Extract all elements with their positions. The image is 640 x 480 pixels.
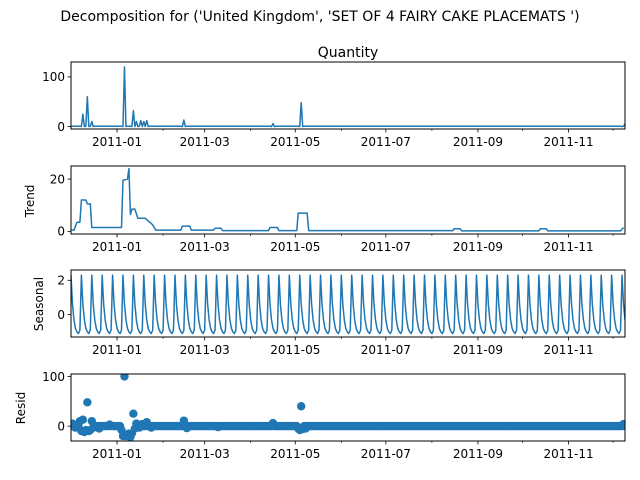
quantity-xtick-label: 2011-09	[453, 135, 503, 149]
resid-xtick-label: 2011-07	[361, 447, 411, 461]
quantity-plot-area	[71, 66, 625, 128]
quantity-xtick-label: 2011-11	[543, 135, 593, 149]
trend-series-line	[71, 167, 625, 232]
seasonal-ytick-label: 2	[57, 274, 65, 288]
resid-point	[83, 398, 92, 407]
seasonal-xtick-label: 2011-03	[180, 343, 230, 357]
seasonal-xtick-label: 2011-11	[543, 343, 593, 357]
seasonal-xtick-label: 2011-07	[361, 343, 411, 357]
resid-ytick-label: 100	[42, 370, 65, 384]
resid-point	[129, 409, 138, 418]
resid-xtick-label: 2011-09	[453, 447, 503, 461]
seasonal-xtick-label: 2011-09	[453, 343, 503, 357]
resid-point	[297, 402, 306, 411]
resid-xtick-label: 2011-05	[270, 447, 320, 461]
trend-ylabel: Trend	[23, 185, 37, 219]
quantity-xtick-label: 2011-07	[361, 135, 411, 149]
resid-ylabel: Resid	[14, 392, 28, 424]
trend-xtick-label: 2011-05	[270, 240, 320, 254]
seasonal-panel: Seasonal 0 2 2011-01 2011-03 2011-05 2011-07 2…	[32, 269, 626, 357]
resid-point	[120, 374, 129, 381]
quantity-ytick-label: 100	[42, 70, 65, 84]
resid-xtick-label: 2011-11	[543, 447, 593, 461]
seasonal-xtick-label: 2011-01	[92, 343, 142, 357]
quantity-ytick-label: 0	[57, 120, 65, 134]
resid-axes-frame	[70, 373, 626, 442]
trend-xtick-label: 2011-01	[92, 240, 142, 254]
resid-xtick-label: 2011-03	[180, 447, 230, 461]
trend-xtick-label: 2011-11	[543, 240, 593, 254]
quantity-axes-frame	[70, 61, 626, 130]
quantity-xtick-label: 2011-03	[180, 135, 230, 149]
resid-panel: Resid 0 100 2011-01 2011-03 2011-05 2011-07 20…	[14, 370, 626, 461]
trend-panel: Trend 0 20 2011-01 2011-03 2011-05 2011-07 201…	[23, 165, 626, 254]
resid-point	[620, 421, 625, 431]
resid-point	[78, 415, 88, 424]
trend-axes-frame	[70, 165, 626, 235]
seasonal-xtick-label: 2011-05	[270, 343, 320, 357]
figure-suptitle: Decomposition for ('United Kingdom', 'SE…	[60, 9, 579, 25]
trend-xtick-label: 2011-03	[180, 240, 230, 254]
quantity-panel: Quantity 0 100 2011-01 2011-03 2011-05 2011-0…	[42, 45, 626, 149]
trend-ytick-label: 0	[57, 225, 65, 239]
seasonal-plot-area	[71, 274, 625, 335]
quantity-xtick-label: 2011-01	[92, 135, 142, 149]
seasonal-ytick-label: 0	[57, 308, 65, 322]
quantity-xtick-label: 2011-05	[270, 135, 320, 149]
resid-plot-area	[71, 374, 625, 441]
quantity-series-line	[71, 66, 625, 128]
seasonal-axes-frame	[70, 269, 626, 338]
trend-xtick-label: 2011-07	[361, 240, 411, 254]
seasonal-series-line	[71, 274, 625, 335]
seasonal-ylabel: Seasonal	[32, 277, 46, 331]
quantity-panel-title: Quantity	[318, 45, 379, 61]
trend-ytick-label: 20	[50, 172, 65, 186]
trend-xtick-label: 2011-09	[453, 240, 503, 254]
resid-ytick-label: 0	[57, 419, 65, 433]
resid-xtick-label: 2011-01	[92, 447, 142, 461]
trend-plot-area	[71, 167, 625, 232]
